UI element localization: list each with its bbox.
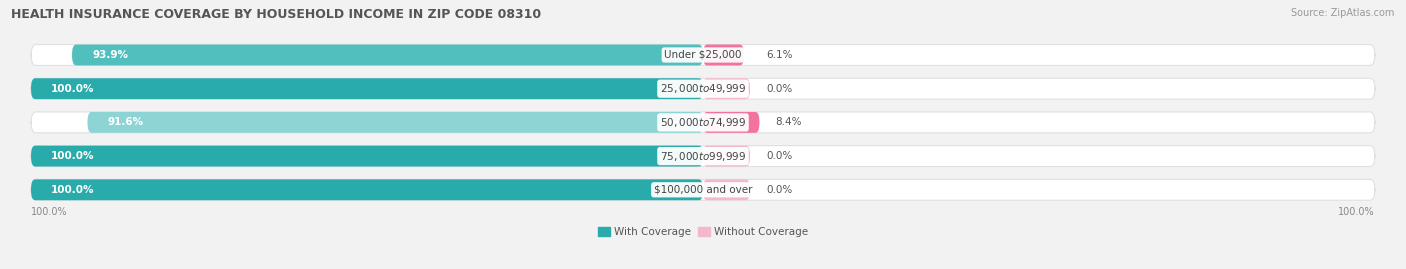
FancyBboxPatch shape [31, 78, 1375, 99]
FancyBboxPatch shape [703, 146, 749, 167]
Text: $100,000 and over: $100,000 and over [654, 185, 752, 195]
FancyBboxPatch shape [31, 179, 1375, 200]
Text: 100.0%: 100.0% [51, 84, 94, 94]
FancyBboxPatch shape [31, 78, 703, 99]
Text: 100.0%: 100.0% [51, 151, 94, 161]
Text: 100.0%: 100.0% [31, 207, 67, 217]
Text: 100.0%: 100.0% [1339, 207, 1375, 217]
FancyBboxPatch shape [31, 179, 703, 200]
FancyBboxPatch shape [703, 179, 749, 200]
FancyBboxPatch shape [72, 45, 703, 65]
FancyBboxPatch shape [31, 112, 1375, 133]
Text: Source: ZipAtlas.com: Source: ZipAtlas.com [1291, 8, 1395, 18]
Text: 6.1%: 6.1% [766, 50, 793, 60]
Text: 93.9%: 93.9% [93, 50, 128, 60]
Text: HEALTH INSURANCE COVERAGE BY HOUSEHOLD INCOME IN ZIP CODE 08310: HEALTH INSURANCE COVERAGE BY HOUSEHOLD I… [11, 8, 541, 21]
Text: 0.0%: 0.0% [766, 185, 793, 195]
FancyBboxPatch shape [31, 146, 1375, 167]
Text: $50,000 to $74,999: $50,000 to $74,999 [659, 116, 747, 129]
Text: 8.4%: 8.4% [776, 117, 801, 128]
Text: Under $25,000: Under $25,000 [664, 50, 742, 60]
FancyBboxPatch shape [703, 45, 744, 65]
FancyBboxPatch shape [703, 78, 749, 99]
Legend: With Coverage, Without Coverage: With Coverage, Without Coverage [593, 223, 813, 241]
Text: 0.0%: 0.0% [766, 151, 793, 161]
FancyBboxPatch shape [31, 146, 703, 167]
FancyBboxPatch shape [31, 45, 1375, 65]
Text: 0.0%: 0.0% [766, 84, 793, 94]
Text: 91.6%: 91.6% [108, 117, 143, 128]
Text: 100.0%: 100.0% [51, 185, 94, 195]
Text: $25,000 to $49,999: $25,000 to $49,999 [659, 82, 747, 95]
Text: $75,000 to $99,999: $75,000 to $99,999 [659, 150, 747, 162]
FancyBboxPatch shape [703, 112, 759, 133]
FancyBboxPatch shape [87, 112, 703, 133]
